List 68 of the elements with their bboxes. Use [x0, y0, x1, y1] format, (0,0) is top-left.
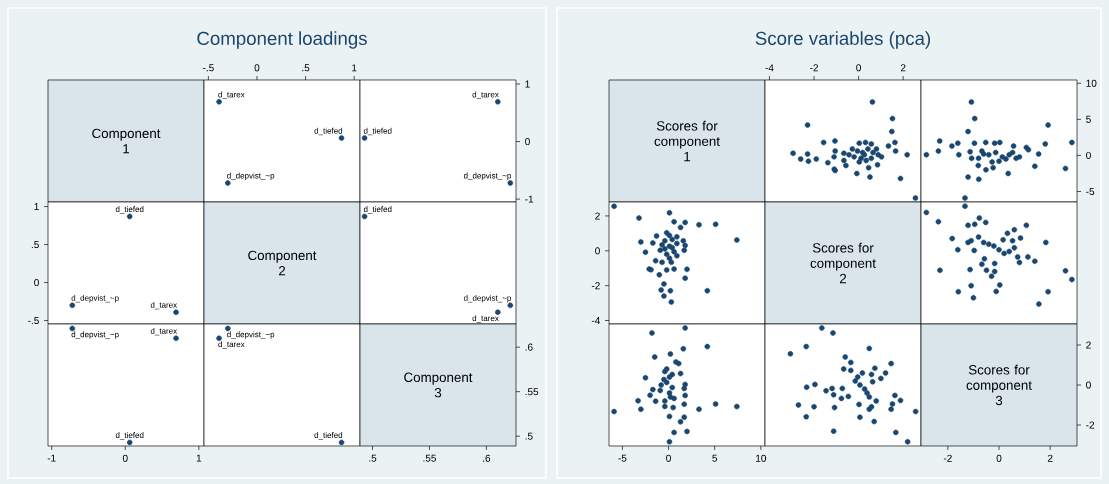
y-tick-label: -.5	[28, 317, 39, 325]
series-label: d_tiefed	[363, 206, 392, 214]
x-tick-label: .5	[302, 64, 310, 72]
y-tick-label: .5	[525, 432, 533, 440]
x-tick-label: -2	[943, 454, 952, 462]
y-tick-label: .5	[31, 241, 39, 249]
series-label: d_depvist_~p	[463, 294, 512, 303]
x-tick-label: .55	[423, 454, 436, 462]
y-tick-label: -5	[1086, 188, 1095, 196]
annotation: Component 3	[404, 372, 473, 398]
series-label: d_tarex	[150, 301, 178, 310]
series-label: d_depvist_~p	[227, 331, 275, 339]
text: Scores for component 2	[810, 242, 876, 284]
x-tick-label: -4	[765, 64, 774, 72]
y-tick-label: 0	[525, 138, 530, 146]
annotation: Scores for component 3	[966, 364, 1032, 406]
x-tick-label: 0	[856, 64, 861, 72]
x-tick-label: 10	[756, 454, 767, 462]
x-tick-label: 0	[666, 454, 671, 462]
x-tick-label: .6	[483, 454, 491, 462]
x-tick-label: -.5	[202, 64, 214, 72]
x-tick-label: 1	[352, 64, 357, 72]
series-label: d_depvist_~p	[227, 172, 275, 181]
y-tick-label: 0	[34, 279, 39, 287]
x-tick-label: 1	[196, 454, 202, 462]
y-tick-label: 2	[1086, 341, 1091, 349]
x-tick-label: 2	[1047, 454, 1053, 462]
y-tick-label: -4	[591, 317, 600, 324]
text: Scores for component 1	[654, 120, 720, 162]
x-tick-label: 0	[254, 64, 260, 72]
y-tick-label: 2	[595, 212, 600, 220]
x-tick-label: 2	[900, 64, 906, 72]
x-tick-label: -5	[618, 454, 627, 462]
chart-title: Score variables (pca)	[755, 31, 930, 49]
y-tick-label: -1	[525, 195, 534, 203]
y-tick-label: .55	[525, 388, 539, 396]
series-label: d_tiefed	[115, 432, 144, 440]
chart-title: Component loadings	[197, 31, 367, 49]
series-label: d_tarex	[218, 341, 245, 349]
x-tick-label: -1	[47, 454, 56, 462]
x-tick-label: -2	[810, 64, 818, 72]
y-tick-label: -2	[1086, 421, 1095, 429]
x-tick-label: 0	[122, 454, 128, 462]
series-label: d_tiefed	[314, 432, 343, 440]
y-tick-label: 1	[525, 80, 530, 88]
y-tick-label: 5	[1086, 115, 1091, 123]
series-label: d_tiefed	[363, 127, 392, 136]
y-tick-label: -2	[591, 282, 600, 290]
text: Component 1	[92, 128, 161, 154]
y-tick-label: 0	[1086, 151, 1091, 159]
y-tick-label: 0	[1086, 381, 1091, 389]
series-label: d_tarex	[472, 91, 499, 99]
y-tick-label: 1	[34, 203, 39, 210]
y-tick-label: 10	[1086, 79, 1097, 87]
x-tick-label: 5	[712, 454, 718, 462]
series-label: d_depvist_~p	[71, 294, 119, 303]
series-label: d_tiefed	[314, 127, 343, 136]
series-label: d_tarex	[218, 91, 245, 99]
y-tick-label: 0	[595, 247, 600, 255]
series-label: d_depvist_~p	[71, 331, 119, 339]
series-label: d_tarex	[472, 315, 499, 323]
y-tick-label: .6	[525, 343, 533, 351]
text: Component 2	[248, 250, 317, 276]
series-label: d_tarex	[150, 327, 178, 336]
x-tick-label: 0	[996, 454, 1002, 462]
series-label: d_tiefed	[115, 206, 144, 214]
x-tick-label: .5	[369, 454, 377, 462]
series-label: d_depvist_~p	[463, 172, 512, 181]
